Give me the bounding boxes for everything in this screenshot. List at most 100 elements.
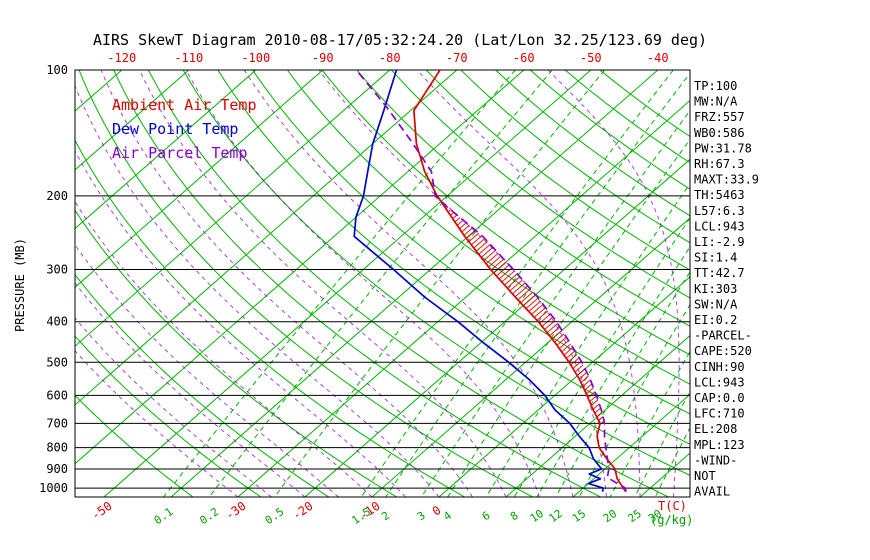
dry-adiabat-line: [147, 70, 669, 497]
dry-adiabat-line: [75, 209, 397, 497]
stats-line: TT:42.7: [694, 266, 745, 280]
dry-adiabat-line: [75, 273, 330, 497]
chart-title: AIRS SkewT Diagram 2010-08-17/05:32:24.2…: [93, 31, 707, 49]
sounding-curves: [353, 70, 627, 493]
mixing-ratio-tick-label: 3: [415, 509, 428, 523]
mixing-ratio-tick-label: 15: [570, 507, 588, 525]
background-grid: [0, 70, 815, 497]
mixing-ratio-tick-label: 20: [601, 507, 619, 525]
isotherm-line: [103, 70, 592, 497]
dry-adiabat-line: [75, 335, 262, 497]
isotherm-line: [75, 70, 525, 465]
stats-line: MAXT:33.9: [694, 173, 759, 187]
mixing-ratio-tick-label: 12: [546, 507, 564, 525]
mixing-ratio-line: [447, 138, 690, 497]
mixing-ratio-line: [360, 70, 674, 497]
moist-adiabat-line: [185, 70, 540, 497]
pressure-tick-label: 200: [46, 189, 68, 203]
stats-line: LCL:943: [694, 219, 745, 233]
moist-adiabat-line: [416, 70, 641, 497]
moist-adiabat-line: [75, 244, 339, 497]
stats-line: -PARCEL-: [694, 329, 752, 343]
stats-line: LI:-2.9: [694, 235, 745, 249]
mixing-ratio-line: [654, 426, 690, 497]
stats-line: TP:100: [694, 79, 737, 93]
stats-line: RH:67.3: [694, 157, 745, 171]
isotherm-line: [170, 70, 659, 497]
top-temp-tick-label: -70: [446, 51, 468, 65]
mixing-ratio-tick-label: 0.2: [197, 505, 221, 527]
mixing-ratio-line: [420, 109, 690, 497]
moist-adiabat-line: [138, 70, 507, 497]
mixing-ratio-line: [513, 217, 690, 497]
bottom-temp-tick-label: -50: [89, 499, 115, 523]
dry-adiabat-line: [75, 139, 465, 497]
top-temp-tick-label: -80: [379, 51, 401, 65]
pressure-tick-label: 400: [46, 315, 68, 329]
bottom-temp-tick-label: -20: [290, 499, 316, 523]
pressure-tick-label: 600: [46, 388, 68, 402]
dry-adiabat-line: [75, 394, 194, 497]
stats-line: WB0:586: [694, 126, 745, 140]
isotherm-line: [639, 452, 690, 497]
dry-adiabat-line: [460, 70, 690, 244]
stats-line: SI:1.4: [694, 251, 737, 265]
stats-line: KI:303: [694, 282, 737, 296]
temp-unit-label: T(C): [658, 499, 687, 513]
isotherm-line: [75, 70, 458, 406]
stats-line: CINH:90: [694, 360, 745, 374]
pressure-tick-label: 100: [46, 63, 68, 77]
stats-line: L57:6.3: [694, 204, 745, 218]
isotherm-line: [505, 334, 690, 497]
mixing-ratio-tick-label: 30: [646, 507, 664, 525]
mixing-unit-label: (g/kg): [650, 513, 693, 527]
moist-adiabat-line: [741, 70, 815, 497]
moist-adiabat-line: [75, 350, 239, 497]
mixing-ratio-line: [536, 245, 690, 497]
moist-adiabat-line: [75, 282, 306, 497]
stats-line: LCL:943: [694, 375, 745, 389]
dew-point-temp-curve: [353, 70, 605, 492]
stats-line: MW:N/A: [694, 95, 738, 109]
dry-adiabat-line: [217, 70, 690, 445]
mixing-ratio-tick-label: 0.5: [263, 505, 287, 527]
isotherm-line: [304, 158, 690, 497]
top-temp-tick-label: -110: [174, 51, 203, 65]
top-temp-tick-label: -90: [312, 51, 334, 65]
bottom-temp-tick-label: 0: [430, 503, 444, 519]
mixing-ratio-line: [208, 70, 553, 497]
dry-adiabat-line: [425, 70, 690, 271]
stats-line: CAP:0.0: [694, 391, 745, 405]
mixing-ratio-line: [609, 350, 690, 497]
pressure-tick-label: 800: [46, 441, 68, 455]
stats-line: NOT: [694, 469, 716, 483]
pressure-tick-label: 300: [46, 263, 68, 277]
moist-adiabat-line: [75, 149, 406, 497]
dry-adiabat-line: [182, 70, 690, 476]
top-temp-tick-label: -60: [513, 51, 535, 65]
stats-line: -WIND-: [694, 453, 737, 467]
legend-air-parcel: Air Parcel Temp: [112, 144, 247, 162]
isotherm-line: [75, 70, 190, 171]
mixing-ratio-tick-label: 10: [528, 507, 546, 525]
top-temp-tick-label: -50: [580, 51, 602, 65]
dry-adiabat-line: [391, 70, 690, 299]
stats-line: EI:0.2: [694, 313, 737, 327]
top-temp-tick-label: -100: [241, 51, 270, 65]
moist-adiabat-line: [75, 200, 373, 497]
isotherm-line: [0, 70, 55, 497]
top-temp-tick-label: -120: [107, 51, 136, 65]
stats-line: FRZ:557: [694, 110, 745, 124]
stats-line: AVAIL: [694, 485, 730, 499]
moist-adiabat-line: [75, 317, 272, 497]
mixing-ratio-tick-label: 25: [626, 507, 644, 525]
dry-adiabat-line: [356, 70, 690, 327]
pressure-isobars: [74, 69, 691, 498]
bottom-temp-tick-label: -30: [223, 499, 249, 523]
mixing-ratio-tick-label: 4: [441, 509, 454, 524]
dry-adiabat-line: [113, 70, 601, 497]
